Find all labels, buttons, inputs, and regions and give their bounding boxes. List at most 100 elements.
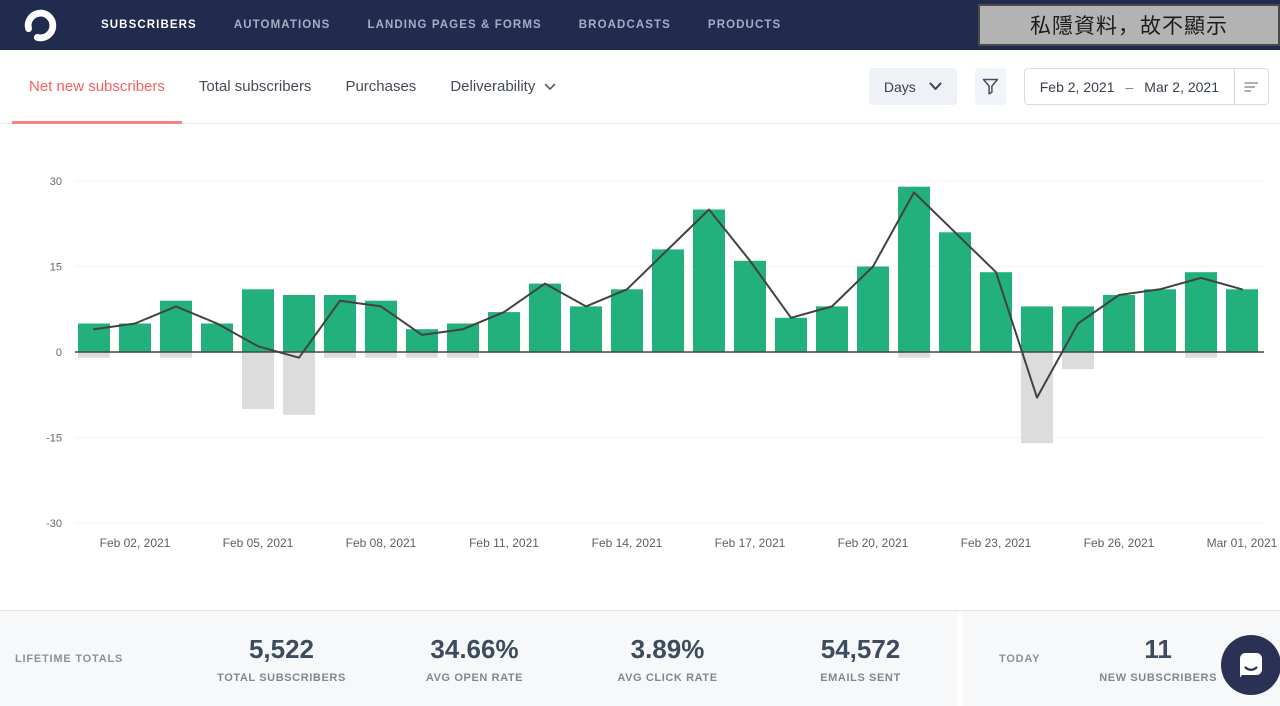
- chart-controls: Days Feb 2, 2021 – Mar 2, 2021: [868, 68, 1269, 105]
- y-axis-label: 30: [50, 176, 62, 188]
- stat-value: 54,572: [820, 633, 901, 664]
- chevron-down-icon: [544, 83, 556, 91]
- bar-unsubscribed[interactable]: [447, 352, 479, 358]
- interval-dropdown[interactable]: Days: [868, 68, 957, 105]
- x-axis-label: Feb 08, 2021: [346, 536, 417, 550]
- bar-unsubscribed[interactable]: [365, 352, 397, 358]
- bar-new-subscribers[interactable]: [939, 232, 971, 352]
- bar-new-subscribers[interactable]: [324, 295, 356, 352]
- bar-unsubscribed[interactable]: [160, 352, 192, 358]
- bar-unsubscribed[interactable]: [1185, 352, 1217, 358]
- bar-new-subscribers[interactable]: [570, 306, 602, 352]
- subscribers-chart-area: 30 15 0 -15 -30 Feb 02, 2021 Feb 05, 2021 Feb 0…: [0, 124, 1280, 600]
- nav-item-landing-pages-forms[interactable]: LANDING PAGES & FORMS: [367, 19, 542, 31]
- stat-label: AVG CLICK RATE: [617, 671, 718, 684]
- tab-deliverability[interactable]: Deliverability: [433, 50, 573, 123]
- top-nav: SUBSCRIBERS AUTOMATIONS LANDING PAGES & …: [0, 0, 1280, 50]
- tab-net-new-subscribers[interactable]: Net new subscribers: [12, 50, 182, 124]
- bar-new-subscribers[interactable]: [160, 300, 192, 352]
- bar-unsubscribed[interactable]: [1062, 352, 1094, 370]
- tab-total-subscribers[interactable]: Total subscribers: [182, 50, 329, 123]
- nav-item-subscribers[interactable]: SUBSCRIBERS: [101, 19, 197, 31]
- nav-item-broadcasts[interactable]: BROADCASTS: [578, 19, 671, 31]
- interval-label: Days: [883, 78, 916, 95]
- nav-item-automations[interactable]: AUTOMATIONS: [233, 19, 331, 31]
- bar-new-subscribers[interactable]: [693, 209, 725, 353]
- stat-value: 5,522: [248, 633, 315, 664]
- y-axis-label: -15: [46, 433, 62, 445]
- bar-new-subscribers[interactable]: [611, 289, 643, 352]
- chat-widget-button[interactable]: [1221, 635, 1280, 695]
- stat-avg-open-rate: 34.66% AVG OPEN RATE: [378, 634, 571, 684]
- bar-new-subscribers[interactable]: [1226, 289, 1258, 352]
- bar-unsubscribed[interactable]: [898, 352, 930, 358]
- date-end: Mar 2, 2021: [1144, 78, 1219, 95]
- chat-bubble-icon: [1235, 649, 1267, 681]
- report-tabs: Net new subscribers Total subscribers Pu…: [12, 50, 573, 124]
- stat-total-subscribers: 5,522 TOTAL SUBSCRIBERS: [185, 634, 378, 684]
- x-axis-label: Feb 20, 2021: [838, 536, 909, 550]
- stat-label: AVG OPEN RATE: [425, 671, 524, 684]
- bar-new-subscribers[interactable]: [652, 249, 684, 352]
- tab-label: Purchases: [345, 78, 417, 95]
- bar-new-subscribers[interactable]: [775, 317, 807, 352]
- bar-new-subscribers[interactable]: [119, 323, 151, 353]
- bar-new-subscribers[interactable]: [365, 300, 397, 352]
- x-axis-label: Feb 23, 2021: [961, 536, 1032, 550]
- date-range-values: Feb 2, 2021 – Mar 2, 2021: [1025, 79, 1234, 95]
- stat-value: 34.66%: [430, 633, 519, 664]
- bar-unsubscribed[interactable]: [406, 352, 438, 358]
- lifetime-totals-caption: LIFETIME TOTALS: [15, 652, 124, 665]
- bar-new-subscribers[interactable]: [201, 323, 233, 353]
- bar-new-subscribers[interactable]: [1185, 272, 1217, 352]
- bar-new-subscribers[interactable]: [816, 306, 848, 352]
- bar-unsubscribed[interactable]: [324, 352, 356, 358]
- bar-new-subscribers[interactable]: [898, 186, 930, 352]
- stat-emails-sent: 54,572 EMAILS SENT: [764, 634, 957, 684]
- bar-new-subscribers[interactable]: [1021, 306, 1053, 352]
- nav-items: SUBSCRIBERS AUTOMATIONS LANDING PAGES & …: [101, 19, 781, 31]
- bar-new-subscribers[interactable]: [734, 260, 766, 352]
- stat-label: EMAILS SENT: [820, 671, 901, 684]
- x-axis-label: Feb 26, 2021: [1084, 536, 1155, 550]
- stat-label: TOTAL SUBSCRIBERS: [217, 671, 346, 684]
- stat-new-subscribers-today: 11 NEW SUBSCRIBERS: [1040, 634, 1276, 684]
- x-axis-label: Feb 11, 2021: [469, 536, 539, 550]
- date-presets-button[interactable]: [1234, 69, 1268, 104]
- tab-purchases[interactable]: Purchases: [328, 50, 433, 123]
- today-caption: TODAY: [999, 652, 1041, 665]
- x-axis-label: Feb 17, 2021: [715, 536, 786, 550]
- bar-new-subscribers[interactable]: [857, 266, 889, 353]
- bar-new-subscribers[interactable]: [1103, 295, 1135, 352]
- x-axis-label: Mar 01, 2021: [1207, 536, 1278, 550]
- nav-item-products[interactable]: PRODUCTS: [707, 19, 782, 31]
- bar-new-subscribers[interactable]: [529, 283, 561, 352]
- lifetime-stats: 5,522 TOTAL SUBSCRIBERS 34.66% AVG OPEN …: [185, 634, 957, 684]
- bar-new-subscribers[interactable]: [242, 289, 274, 352]
- x-axis-label: Feb 02, 2021: [100, 536, 171, 550]
- bar-new-subscribers[interactable]: [447, 323, 479, 353]
- stat-label: NEW SUBSCRIBERS: [1099, 671, 1218, 684]
- subscribers-chart: 30 15 0 -15 -30 Feb 02, 2021 Feb 05, 2021 Feb 0…: [46, 176, 1278, 550]
- bar-new-subscribers[interactable]: [1144, 289, 1176, 352]
- stat-avg-click-rate: 3.89% AVG CLICK RATE: [571, 634, 764, 684]
- y-axis-label: -30: [46, 518, 62, 530]
- x-axis-label: Feb 05, 2021: [223, 536, 294, 550]
- date-start: Feb 2, 2021: [1039, 78, 1115, 95]
- report-toolbar: Net new subscribers Total subscribers Pu…: [0, 50, 1280, 124]
- bar-new-subscribers[interactable]: [406, 329, 438, 352]
- filter-lines-icon: [1244, 81, 1259, 93]
- filter-button[interactable]: [974, 68, 1006, 105]
- date-range-picker[interactable]: Feb 2, 2021 – Mar 2, 2021: [1023, 68, 1269, 105]
- bar-unsubscribed[interactable]: [242, 352, 274, 409]
- y-axis-label: 15: [50, 262, 62, 274]
- filter-funnel-icon: [982, 78, 999, 95]
- stat-value: 11: [1144, 633, 1172, 664]
- convertkit-logo-icon[interactable]: [22, 7, 59, 44]
- stat-value: 3.89%: [630, 633, 705, 664]
- bar-unsubscribed[interactable]: [78, 352, 110, 358]
- bar-unsubscribed[interactable]: [283, 352, 315, 415]
- bar-new-subscribers[interactable]: [980, 272, 1012, 352]
- x-axis-label: Feb 14, 2021: [592, 536, 663, 550]
- bar-new-subscribers[interactable]: [488, 312, 520, 352]
